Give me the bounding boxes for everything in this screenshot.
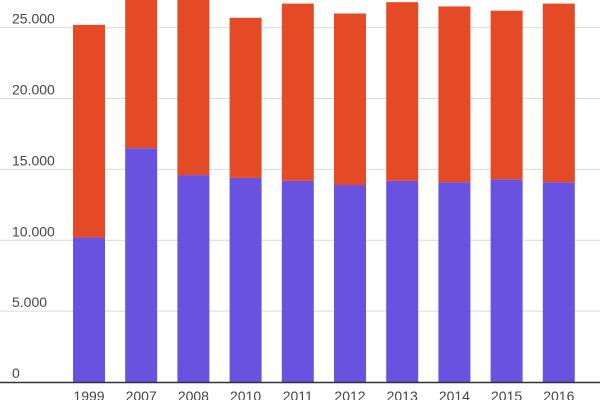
bar-2013-series-2 <box>386 2 419 181</box>
x-tick-label: 2015 <box>491 388 522 400</box>
y-axis-ticks: 0 5.000 10.000 15.000 20.000 25.000 <box>12 11 55 381</box>
x-tick-label: 2013 <box>387 388 418 400</box>
bar-2012-series-1 <box>334 184 366 382</box>
bar-2013-series-1 <box>386 180 419 382</box>
x-tick-label: 2010 <box>230 388 261 400</box>
bar-2010-series-1 <box>229 177 262 382</box>
x-tick-label: 2016 <box>543 388 574 400</box>
bar-2015-series-2 <box>490 10 523 180</box>
bar-2011-series-2 <box>281 3 314 181</box>
x-tick-label: 2011 <box>283 388 313 400</box>
bar-2008-series-1 <box>177 175 210 382</box>
bar-2014-series-2 <box>438 6 471 183</box>
y-tick-label: 5.000 <box>12 294 47 310</box>
bar-2007-series-1 <box>125 148 158 382</box>
bar-2014-series-1 <box>438 182 471 382</box>
bar-2010-series-2 <box>229 17 262 178</box>
y-tick-label: 25.000 <box>12 11 55 27</box>
x-tick-label: 1999 <box>73 388 104 400</box>
x-tick-label: 2012 <box>334 388 365 400</box>
y-tick-label: 20.000 <box>12 82 55 98</box>
x-tick-label: 2007 <box>126 388 157 400</box>
x-axis-ticks: 1999 2007 2008 2010 2011 2012 2013 2014 2015 2016 <box>73 388 574 400</box>
x-tick-label: 2008 <box>178 388 209 400</box>
bar-2015-series-1 <box>490 179 523 382</box>
bar-2016-series-2 <box>542 3 575 183</box>
y-tick-label: 10.000 <box>12 223 55 239</box>
bar-1999-series-1 <box>73 237 105 382</box>
bar-2011-series-1 <box>281 180 314 382</box>
y-tick-label: 0 <box>12 365 20 381</box>
x-tick-label: 2014 <box>439 388 470 400</box>
bar-2008-series-2 <box>177 0 210 176</box>
bar-2007-series-2 <box>125 0 158 149</box>
bar-2016-series-1 <box>542 182 575 382</box>
bar-2012-series-2 <box>334 13 366 185</box>
bars <box>73 0 575 382</box>
bar-1999-series-2 <box>73 24 105 238</box>
y-tick-label: 15.000 <box>12 152 55 168</box>
